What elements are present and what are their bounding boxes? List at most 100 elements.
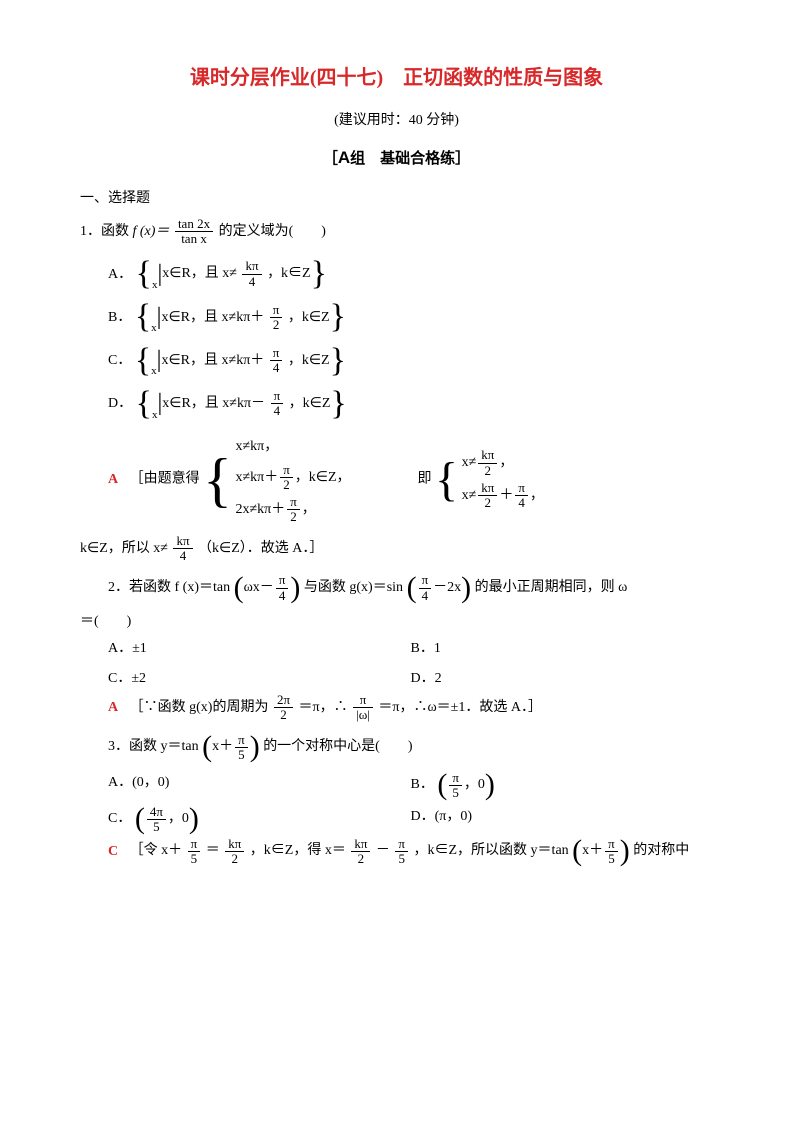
q2-a2n: π <box>419 573 432 588</box>
q1-answer: A <box>108 472 118 487</box>
q1-stem-suffix: 的定义域为( ) <box>219 224 326 239</box>
group-letter: A <box>338 148 350 167</box>
q3-explanation: C ［令 x＋ π5 ＝ kπ2 ，k∈Z，得 x＝ kπ2 － π5 ，k∈Z… <box>80 836 713 866</box>
q1-tail-post: （k∈Z）．故选 A．］ <box>198 541 323 556</box>
q3-ean: π <box>605 837 618 852</box>
q1-option-b: B． {x| x∈R，且 x≠kπ＋ π2 ，k∈Z } <box>80 296 713 339</box>
opt-b-num: π <box>270 303 283 318</box>
q2-a1d: 4 <box>276 589 289 603</box>
question-3: 3．函数 y＝tan (x＋π5) 的一个对称中心是( ) <box>80 732 713 762</box>
q3-opt-d: D．(π，0) <box>411 804 714 834</box>
q2-opt-b: B．1 <box>411 636 714 661</box>
opt-a-num: kπ <box>242 259 261 274</box>
q3-f2d: 2 <box>225 852 244 866</box>
c1l2s: ，k∈Z， <box>295 470 351 485</box>
c1l3s: ， <box>302 502 316 517</box>
opt-d-pre: x∈R，且 x≠kπ－ <box>162 396 265 411</box>
q3-eq: ＝ <box>206 844 220 859</box>
q3-cn: 4π <box>147 805 166 820</box>
q2-ep: ［∵函数 g(x)的周期为 <box>130 700 269 715</box>
c2l2pl: ＋ <box>499 488 513 503</box>
q2-f2n: π <box>353 693 373 708</box>
c2l2d1: 2 <box>478 496 497 510</box>
q3-cp: C． <box>108 812 131 827</box>
q2-opt-a: A．±1 <box>108 636 411 661</box>
q3-f1n: π <box>188 837 201 852</box>
q1-tail-num: kπ <box>173 534 192 549</box>
q2-options-row2: C．±2 D．2 <box>80 664 713 693</box>
c2l2d2: 4 <box>515 496 528 510</box>
q1-option-c: C． {x| x∈R，且 x≠kπ＋ π4 ，k∈Z } <box>80 339 713 382</box>
q3-bpost: ，0 <box>464 778 485 793</box>
q2-f2d: |ω| <box>353 708 373 722</box>
page-title: 课时分层作业(四十七) 正切函数的性质与图象 <box>80 60 713 96</box>
q2-answer: A <box>108 700 118 715</box>
opt-d-den: 4 <box>271 404 284 418</box>
q3-ad: 5 <box>235 748 248 762</box>
q3-f2n: kπ <box>225 837 244 852</box>
opt-c-den: 4 <box>270 361 283 375</box>
set-brace-b: {x| x∈R，且 x≠kπ＋ π2 ，k∈Z } <box>135 296 346 339</box>
opt-c-post: ，k∈Z <box>288 353 330 368</box>
q1-frac-den: tan x <box>175 232 213 246</box>
set-brace-a: {x| x∈R，且 x≠ kπ4 ，k∈Z } <box>136 253 327 296</box>
q1-fraction: tan 2x tan x <box>175 217 213 247</box>
c1l3d: 2 <box>287 510 300 524</box>
q1-expl-open: ［由题意得 <box>130 472 200 487</box>
question-2: 2．若函数 f (x)＝tan (ωx－π4) 与函数 g(x)＝sin (π4… <box>80 573 713 603</box>
q1-cases-1: { x≠kπ， x≠kπ＋π2，k∈Z， 2x≠kπ＋π2， <box>203 431 350 527</box>
q3-options-row2: C． (4π5，0) D．(π，0) <box>80 802 713 836</box>
q1-tail-den: 4 <box>173 549 192 563</box>
q2-a2p: －2x <box>433 581 461 596</box>
c1l2d: 2 <box>280 478 293 492</box>
set-brace-d: {x| x∈R，且 x≠kπ－ π4 ，k∈Z } <box>136 382 347 425</box>
c1l3p: 2x≠kπ＋ <box>235 502 285 517</box>
q3-ap: x＋ <box>212 740 233 755</box>
q3-f1d: 5 <box>188 852 201 866</box>
q3-epost: 的对称中 <box>633 844 689 859</box>
c2l1n: kπ <box>478 448 497 463</box>
q2-a1p: ωx－ <box>244 581 274 596</box>
q1-func: f (x)＝ <box>133 224 170 239</box>
q3-ep: ［令 x＋ <box>130 844 183 859</box>
q1-option-a: A． {x| x∈R，且 x≠ kπ4 ，k∈Z } <box>80 253 713 296</box>
q2-opt-d: D．2 <box>411 666 714 691</box>
q2-f1n: 2π <box>274 693 293 708</box>
opt-a-den: 4 <box>242 275 261 289</box>
q3-minus: － <box>376 844 390 859</box>
opt-a-pre: x∈R，且 x≠ <box>162 266 237 281</box>
q3-opt-a: A．(0，0) <box>108 770 411 800</box>
q2-f1d: 2 <box>274 708 293 722</box>
opt-b-den: 2 <box>270 318 283 332</box>
q3-bp: B． <box>411 778 434 793</box>
q1-tail-pre: k∈Z，所以 x≠ <box>80 541 168 556</box>
c2l1d: 2 <box>478 464 497 478</box>
q2-opt-c: C．±2 <box>108 666 411 691</box>
group-a-header: ［A组 基础合格练］ <box>80 143 713 174</box>
q2-mid: 与函数 g(x)＝sin <box>304 581 403 596</box>
q3-opt-c: C． (4π5，0) <box>108 804 411 834</box>
opt-d-label: D． <box>108 396 132 411</box>
q3-an: π <box>235 733 248 748</box>
q3-options-row1: A．(0，0) B． (π5，0) <box>80 768 713 802</box>
q2-options-row1: A．±1 B．1 <box>80 634 713 663</box>
q3-f4d: 5 <box>395 852 408 866</box>
c2l1s: ， <box>499 455 513 470</box>
opt-a-post: ，k∈Z <box>267 266 311 281</box>
opt-b-label: B． <box>108 310 131 325</box>
q3-pre: 3．函数 y＝tan <box>108 740 199 755</box>
q2-explanation: A ［∵函数 g(x)的周期为 2π2 ＝π，∴ π|ω| ＝π，∴ω＝±1．故… <box>80 693 713 723</box>
q3-f4n: π <box>395 837 408 852</box>
section-1-heading: 一、选择题 <box>80 186 713 211</box>
q3-opt-b: B． (π5，0) <box>411 770 714 800</box>
q1-mid: 即 <box>418 472 432 487</box>
c2l2s: ， <box>530 488 544 503</box>
c2l2p: x≠ <box>462 488 477 503</box>
opt-b-post: ，k∈Z <box>288 310 330 325</box>
c2l1p: x≠ <box>462 455 477 470</box>
q3-post: 的一个对称中心是( ) <box>263 740 412 755</box>
group-text: 组 基础合格练］ <box>350 151 470 167</box>
q2-a1n: π <box>276 573 289 588</box>
c1l1: x≠kπ， <box>235 439 278 454</box>
q2-pre: 2．若函数 f (x)＝tan <box>108 581 230 596</box>
